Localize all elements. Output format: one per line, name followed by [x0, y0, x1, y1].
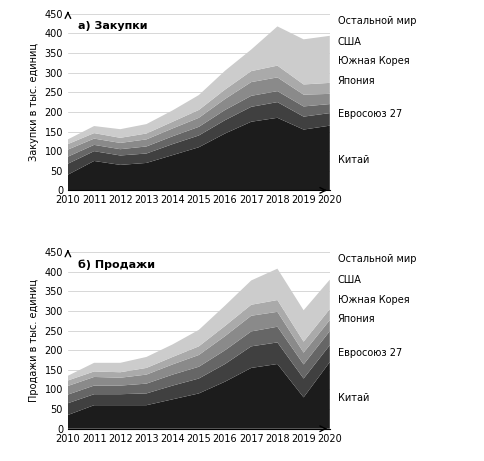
- Text: Остальной мир: Остальной мир: [337, 254, 415, 264]
- Text: Остальной мир: Остальной мир: [337, 16, 415, 26]
- Text: Евросоюз 27: Евросоюз 27: [337, 348, 401, 358]
- Text: б) Продажи: б) Продажи: [78, 259, 155, 270]
- Text: Южная Корея: Южная Корея: [337, 295, 408, 305]
- Text: США: США: [337, 275, 361, 285]
- Text: Евросоюз 27: Евросоюз 27: [337, 109, 401, 119]
- Text: Китай: Китай: [337, 155, 368, 165]
- Y-axis label: Закупки в тыс. единиц: Закупки в тыс. единиц: [29, 43, 39, 161]
- Text: США: США: [337, 37, 361, 47]
- Text: Южная Корея: Южная Корея: [337, 56, 408, 66]
- Y-axis label: Продажи в тыс. единиц: Продажи в тыс. единиц: [29, 279, 39, 402]
- Text: а) Закупки: а) Закупки: [78, 21, 148, 31]
- Text: Япония: Япония: [337, 76, 375, 86]
- Text: Япония: Япония: [337, 314, 375, 324]
- Text: Китай: Китай: [337, 393, 368, 403]
